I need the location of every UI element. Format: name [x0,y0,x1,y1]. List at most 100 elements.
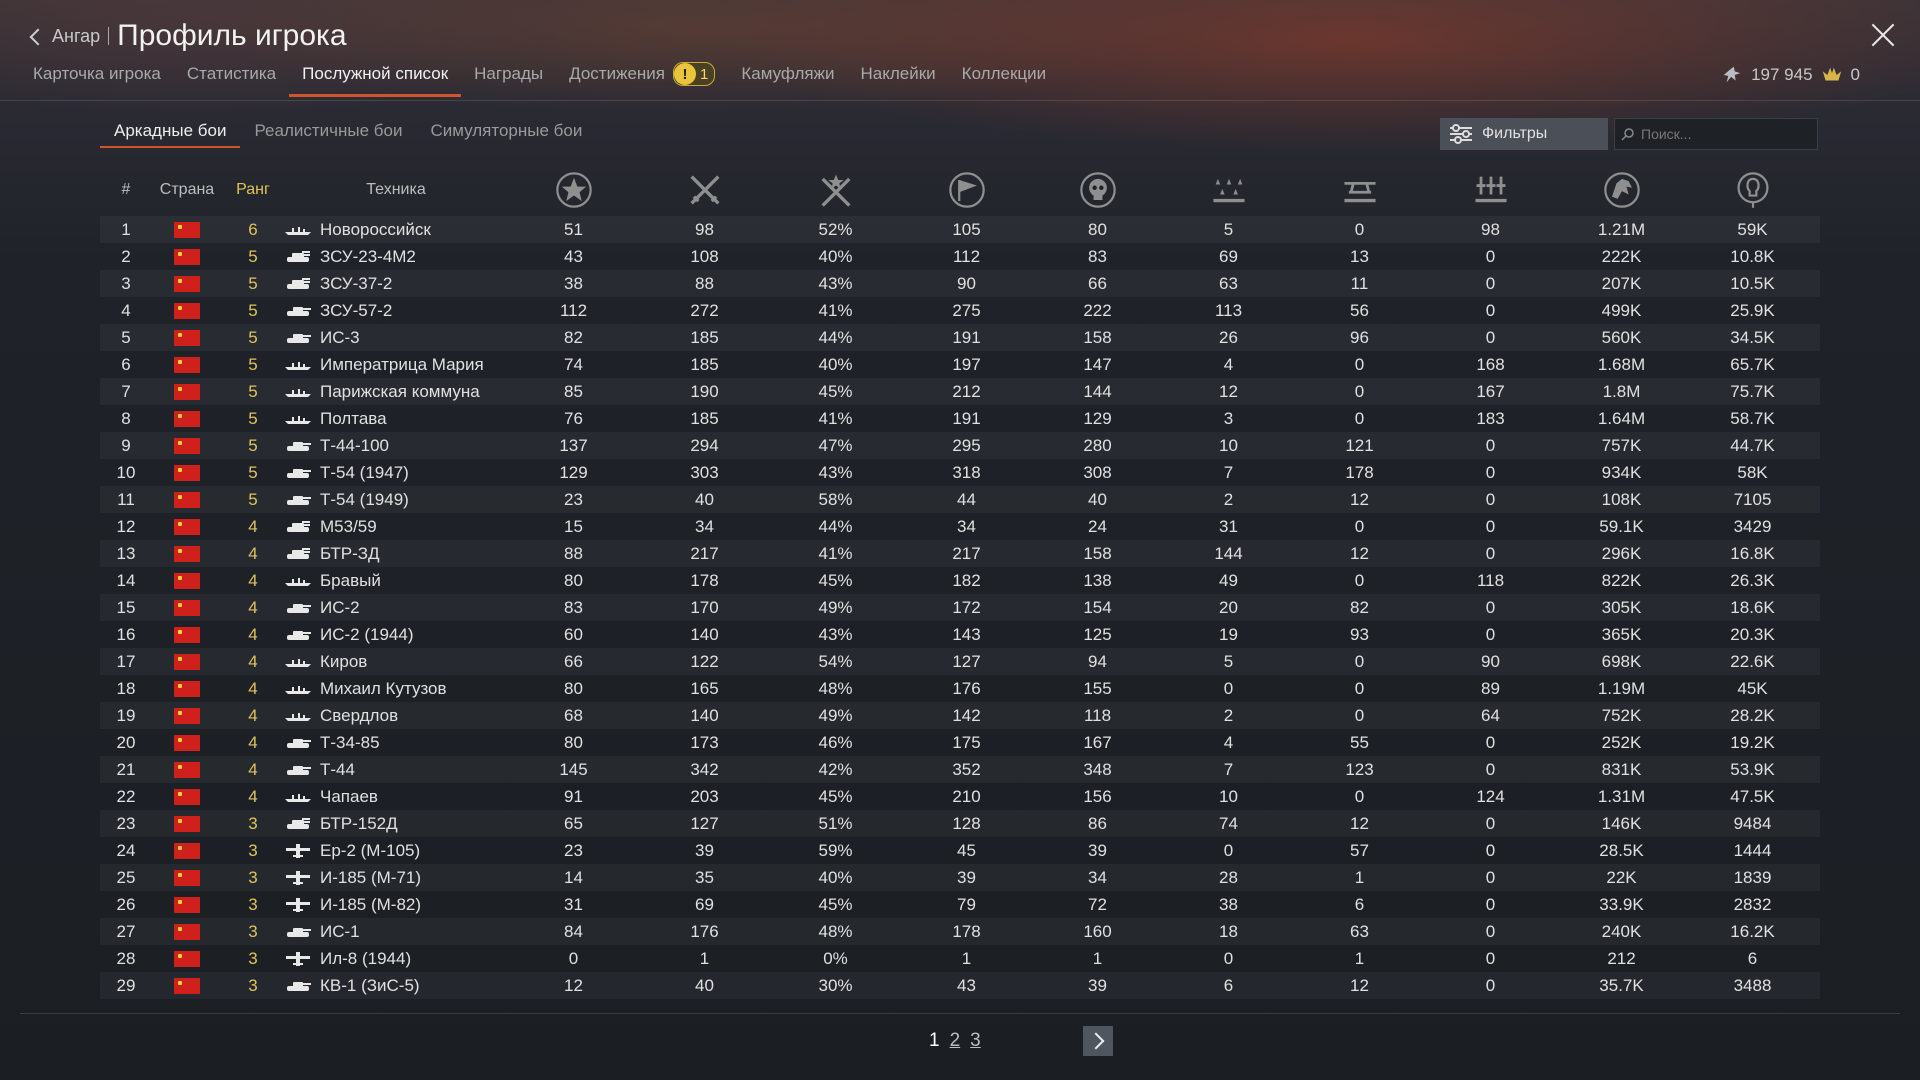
vehicle-cell: ИС-3 [284,328,508,348]
row-number: 12 [116,516,136,536]
row-number: 9 [121,435,131,455]
subtab-1[interactable]: Реалистичные бои [254,121,403,140]
back-to-hangar-button[interactable]: Ангар [29,26,100,47]
stat-cell: 53.9K [1730,759,1775,779]
search-input[interactable] [1639,125,1813,143]
stat-cell: 222K [1601,246,1642,266]
table-row[interactable]: 14 4 Бравый 80 178 45% 182 138 49 0 118 822K 26.3K [100,567,1820,594]
stat-cell: 2 [1223,705,1234,725]
header-stat-1[interactable] [639,170,770,210]
silver-lions-amount: 197 945 [1751,65,1813,84]
close-icon[interactable] [1870,22,1896,48]
stat-cell: 176 [952,678,981,698]
stat-cell: 0 [1223,840,1234,860]
vehicle-cell: ИС-2 [284,598,508,618]
header-stat-4[interactable] [1032,170,1163,210]
tab-label: Карточка игрока [33,64,161,83]
spaa-icon [287,520,310,532]
page-link-3[interactable]: 3 [970,1030,981,1051]
header-vehicle[interactable]: Техника [366,181,426,198]
filters-button[interactable]: Фильтры [1440,118,1608,150]
stat-cell: 79 [957,894,976,914]
header-stat-2[interactable] [770,170,901,210]
vehicle-cell: Т-34-85 [284,733,508,753]
table-row[interactable]: 29 3 КВ-1 (ЗиС-5) 12 40 30% 43 39 6 12 0 35.7K 3488 [100,972,1820,999]
table-row[interactable]: 20 4 Т-34-85 80 173 46% 175 167 4 55 0 252K 19.2K [100,729,1820,756]
tab-2[interactable]: Послужной список [289,60,462,97]
table-row[interactable]: 8 5 Полтава 76 185 41% 191 129 3 0 183 1.64M 58.7K [100,405,1820,432]
table-row[interactable]: 16 4 ИС-2 (1944) 60 140 43% 143 125 19 93 0 365K 20.… [100,621,1820,648]
tab-0[interactable]: Карточка игрока [20,60,174,94]
tab-6[interactable]: Наклейки [848,60,949,94]
tab-5[interactable]: Камуфляжи [728,60,847,94]
header-rank[interactable]: Ранг [236,181,270,198]
row-number: 1 [121,219,131,239]
country-cell [152,626,222,643]
table-row[interactable]: 27 3 ИС-1 84 176 48% 178 160 18 63 0 240K 16.2K [100,918,1820,945]
stat-cell: 43 [564,246,583,266]
row-number: 2 [121,246,131,266]
table-row[interactable]: 24 3 Ер-2 (М-105) 23 39 59% 45 39 0 57 0 28.5K 1444 [100,837,1820,864]
next-page-button[interactable] [1083,1026,1113,1056]
tab-3[interactable]: Награды [461,60,556,94]
subtab-2[interactable]: Симуляторные бои [430,121,583,140]
page-link-2[interactable]: 2 [949,1030,961,1051]
header-stat-7[interactable] [1425,170,1556,210]
stat-cell: 0 [1485,516,1496,536]
table-row[interactable]: 4 5 ЗСУ-57-2 112 272 41% 275 222 113 56 0 499K 25.9K [100,297,1820,324]
table-row[interactable]: 1 6 Новороссийск 51 98 52% 105 80 5 0 98 1.21M 59K [100,216,1820,243]
table-row[interactable]: 12 4 M53/59 15 34 44% 34 24 31 0 0 59.1K 3429 [100,513,1820,540]
table-row[interactable]: 13 4 БТР-ЗД 88 217 41% 217 158 144 12 0 296K 16.8K [100,540,1820,567]
table-row[interactable]: 6 5 Императрица Мария 74 185 40% 197 147 4 0 168 1.… [100,351,1820,378]
table-row[interactable]: 26 3 И-185 (М-82) 31 69 45% 79 72 38 6 0 33.9K 2832 [100,891,1820,918]
header-stat-8[interactable] [1556,170,1687,210]
subtab-0[interactable]: Аркадные бои [100,118,241,148]
row-number: 19 [116,705,136,725]
header-stat-3[interactable] [901,170,1032,210]
vehicle-cell: Новороссийск [284,220,508,240]
page-link-1[interactable]: 1 [929,1030,940,1051]
header-stat-0[interactable] [508,170,639,210]
table-row[interactable]: 7 5 Парижская коммуна 85 190 45% 212 144 12 0 167 1… [100,378,1820,405]
ship-icon [285,361,311,370]
table-row[interactable]: 23 3 БТР-152Д 65 127 51% 128 86 74 12 0 146K 9484 [100,810,1820,837]
table-row[interactable]: 9 5 Т-44-100 137 294 47% 295 280 10 121 0 757K 44.7K [100,432,1820,459]
table-row[interactable]: 10 5 Т-54 (1947) 129 303 43% 318 308 7 178 0 934K 58… [100,459,1820,486]
stat-cell: 11 [1350,273,1369,293]
tab-7[interactable]: Коллекции [949,60,1059,94]
vehicle-cell: Ил-8 (1944) [284,949,508,969]
table-row[interactable]: 5 5 ИС-3 82 185 44% 191 158 26 96 0 560K 34.5K [100,324,1820,351]
table-row[interactable]: 11 5 Т-54 (1949) 23 40 58% 44 40 2 12 0 108K 7105 [100,486,1820,513]
tab-1[interactable]: Статистика [174,60,289,94]
vehicle-name: Свердлов [320,705,399,725]
table-row[interactable]: 2 5 ЗСУ-23-4М2 43 108 40% 112 83 69 13 0 222K 10.8K [100,243,1820,270]
stat-cell: 155 [1083,678,1112,698]
stat-cell: 24 [1088,516,1107,536]
stat-cell: 144 [1083,381,1112,401]
table-row[interactable]: 15 4 ИС-2 83 170 49% 172 154 20 82 0 305K 18.6K [100,594,1820,621]
table-row[interactable]: 19 4 Свердлов 68 140 49% 142 118 2 0 64 752K 28.2K [100,702,1820,729]
table-row[interactable]: 21 4 Т-44 145 342 42% 352 348 7 123 0 831K 53.9K [100,756,1820,783]
header-stat-9[interactable] [1687,170,1818,210]
rank-cell: 5 [248,489,258,509]
header-stat-5[interactable] [1163,170,1294,210]
stat-cell: 34.5K [1730,327,1775,347]
table-row[interactable]: 3 5 ЗСУ-37-2 38 88 43% 90 66 63 11 0 207K 10.5K [100,270,1820,297]
row-number: 7 [121,381,131,401]
header-country[interactable]: Страна [159,181,215,198]
stat-cell: 52% [818,219,853,239]
vehicle-name: Т-34-85 [320,732,380,752]
table-row[interactable]: 22 4 Чапаев 91 203 45% 210 156 10 0 124 1.31M 47.5K [100,783,1820,810]
table-row[interactable]: 28 3 Ил-8 (1944) 0 1 0% 1 1 0 1 0 212 6 [100,945,1820,972]
rank-cell: 4 [248,597,258,617]
table-row[interactable]: 17 4 Киров 66 122 54% 127 94 5 0 90 698K 22.6K [100,648,1820,675]
header-stat-6[interactable] [1294,170,1425,210]
table-row[interactable]: 18 4 Михаил Кутузов 80 165 48% 176 155 0 0 89 1.19M… [100,675,1820,702]
ussr-flag-icon [174,572,200,589]
stat-cell: 45% [818,381,853,401]
stat-cell: 0 [1485,813,1496,833]
stat-cell: 1.21M [1597,219,1646,239]
tab-4[interactable]: Достижения! 1 [556,60,728,94]
table-row[interactable]: 25 3 И-185 (М-71) 14 35 40% 39 34 28 1 0 22K 1839 [100,864,1820,891]
vehicle-name: ИС-2 (1944) [320,624,414,644]
